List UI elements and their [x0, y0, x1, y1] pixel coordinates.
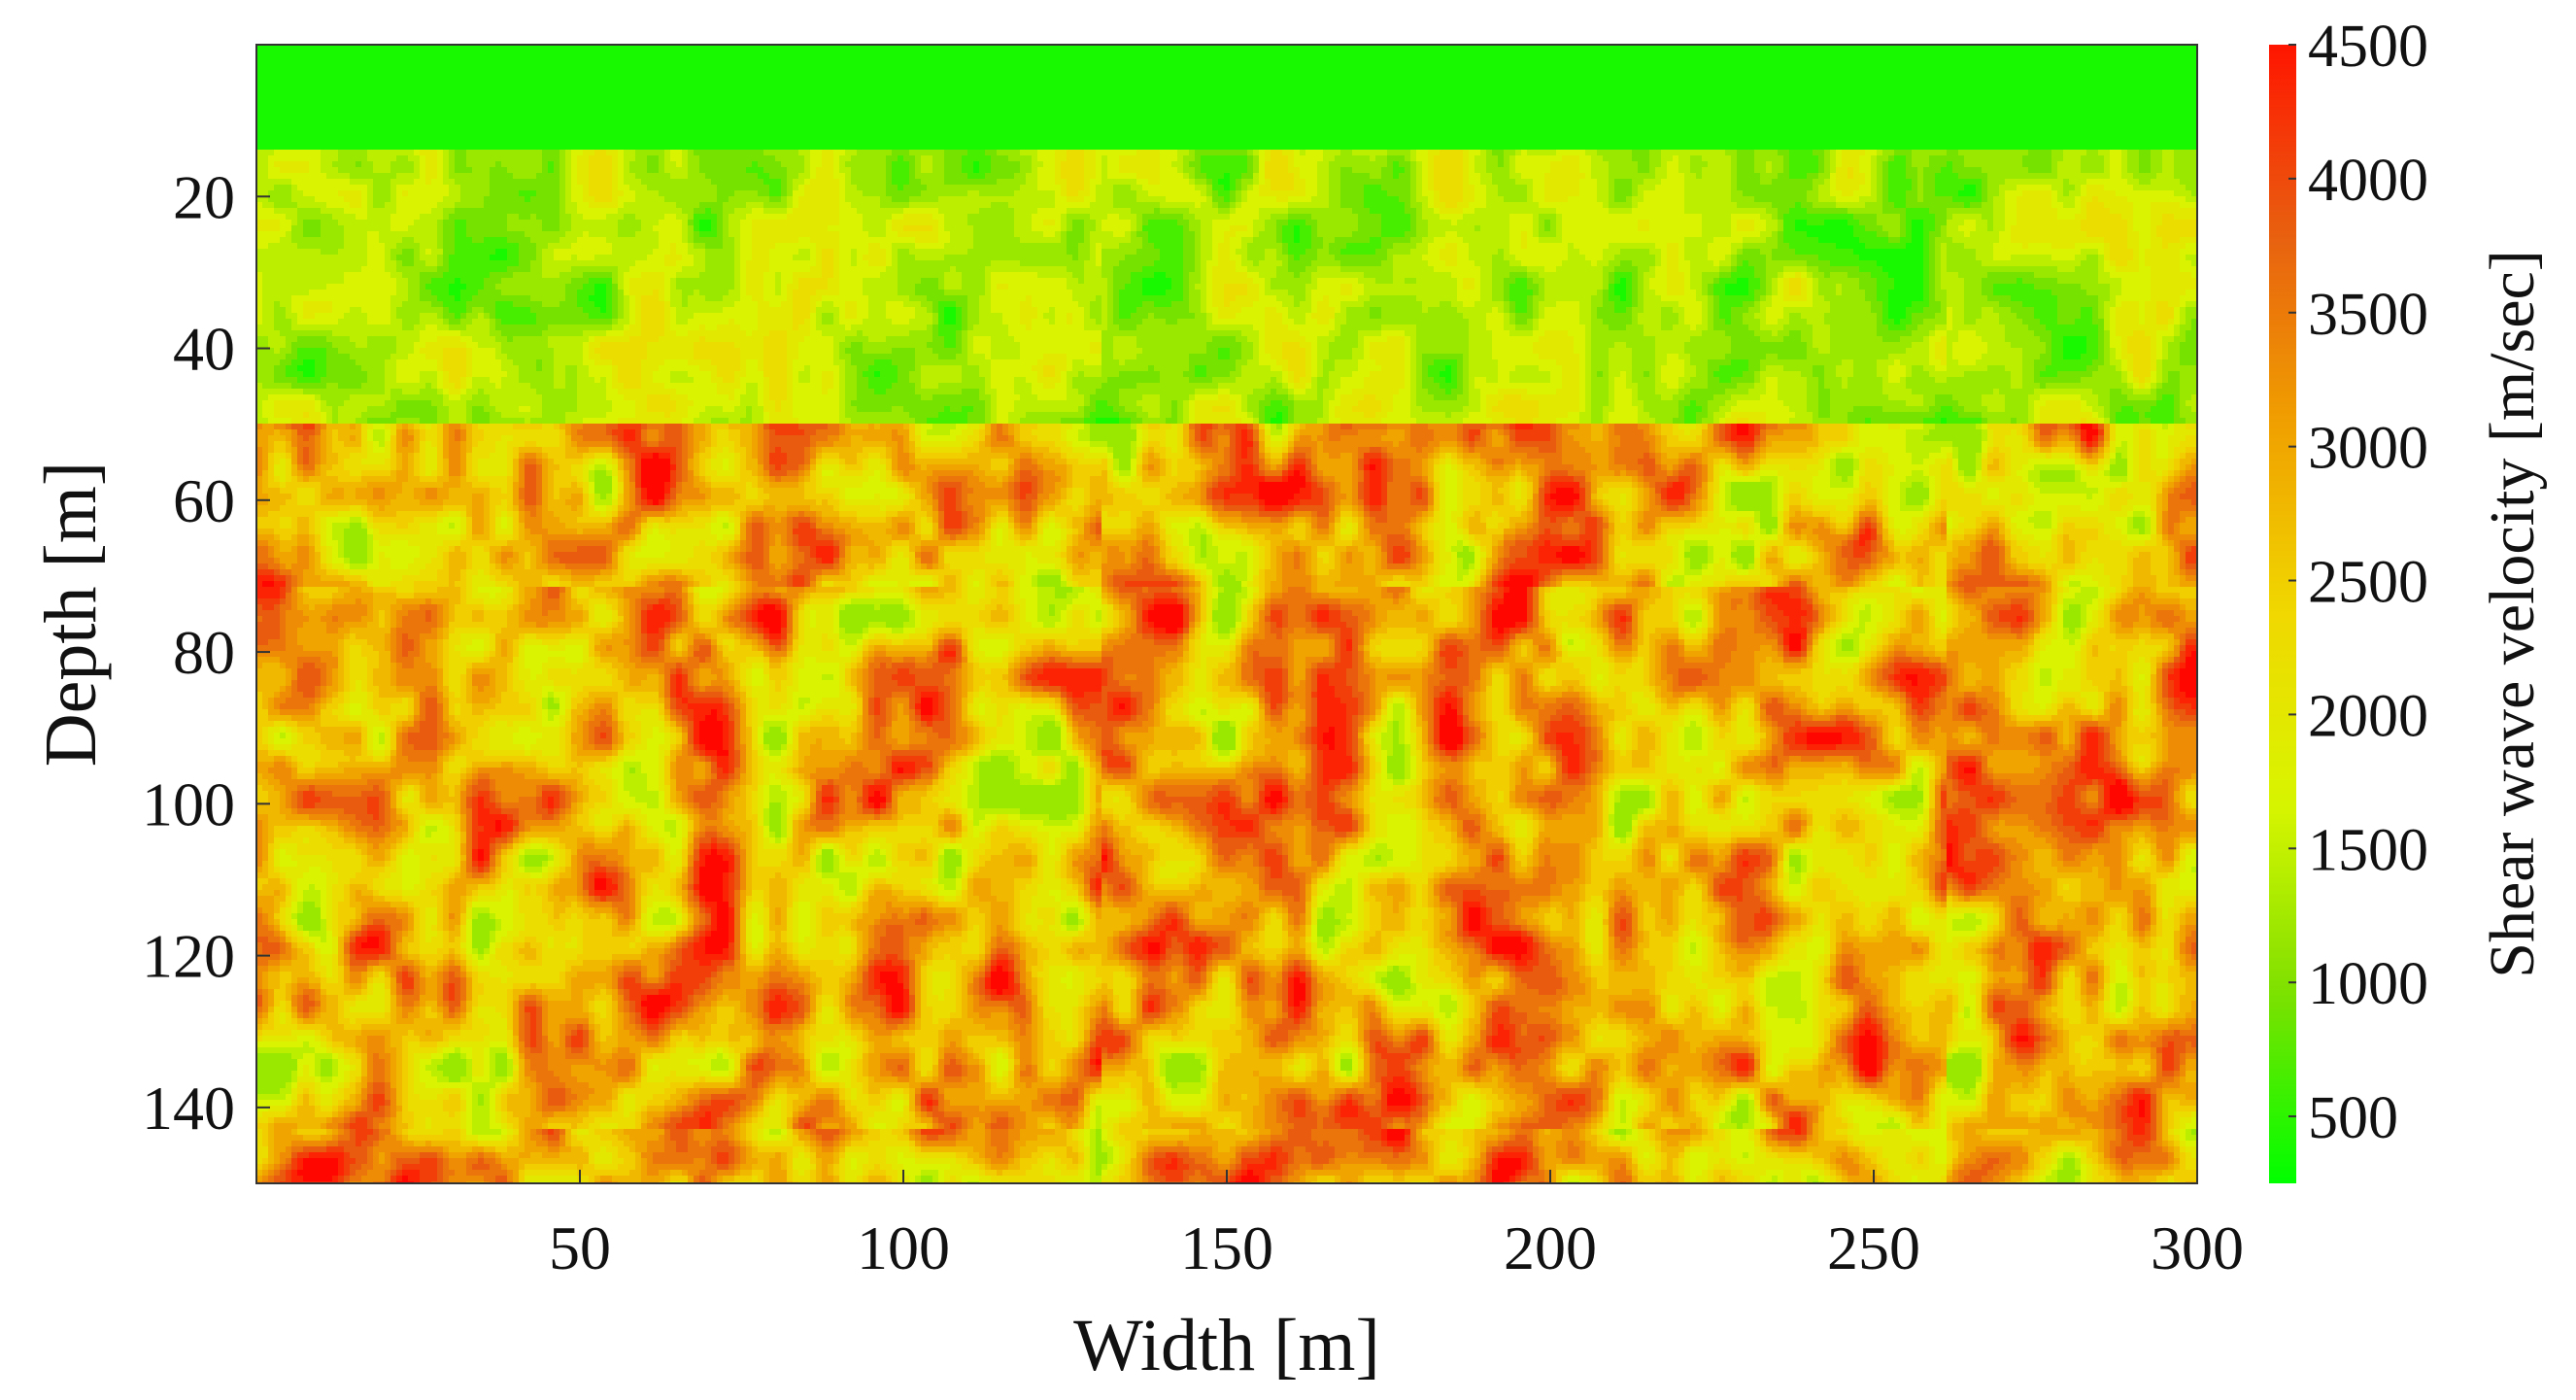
y-tick-label: 40: [173, 315, 235, 384]
colorbar-tick-label: 2500: [2308, 550, 2428, 616]
x-tick-label: 50: [549, 1213, 611, 1282]
y-tick-label: 100: [142, 769, 235, 838]
x-tick-label: 200: [1504, 1213, 1597, 1282]
colorbar-tick-label: 1000: [2308, 951, 2428, 1017]
x-tick-label: 250: [1827, 1213, 1920, 1282]
y-tick-label: 80: [173, 618, 235, 687]
colorbar-tick-label: 1500: [2308, 817, 2428, 883]
colorbar-tick-label: 4500: [2308, 14, 2428, 80]
y-tick-label: 60: [173, 466, 235, 535]
colorbar-tick-label: 4000: [2308, 148, 2428, 214]
x-tick-label: 300: [2151, 1213, 2244, 1282]
colorbar-tick-label: 3000: [2308, 416, 2428, 482]
colorbar-tick-label: 500: [2308, 1085, 2398, 1151]
x-tick-label: 150: [1180, 1213, 1273, 1282]
colorbar-title: Shear wave velocity [m/sec]: [2477, 250, 2548, 978]
x-tick-label: 100: [857, 1213, 950, 1282]
y-tick-label: 20: [173, 162, 235, 231]
colorbar-tick-label: 2000: [2308, 683, 2428, 749]
colorbar-bar: [2269, 45, 2296, 1183]
colorbar-tick-label: 3500: [2308, 282, 2428, 348]
x-axis-title: Width [m]: [1073, 1305, 1380, 1386]
y-axis-title: Depth [m]: [30, 461, 112, 767]
y-tick-label: 120: [142, 922, 235, 991]
y-tick-label: 140: [142, 1074, 235, 1143]
